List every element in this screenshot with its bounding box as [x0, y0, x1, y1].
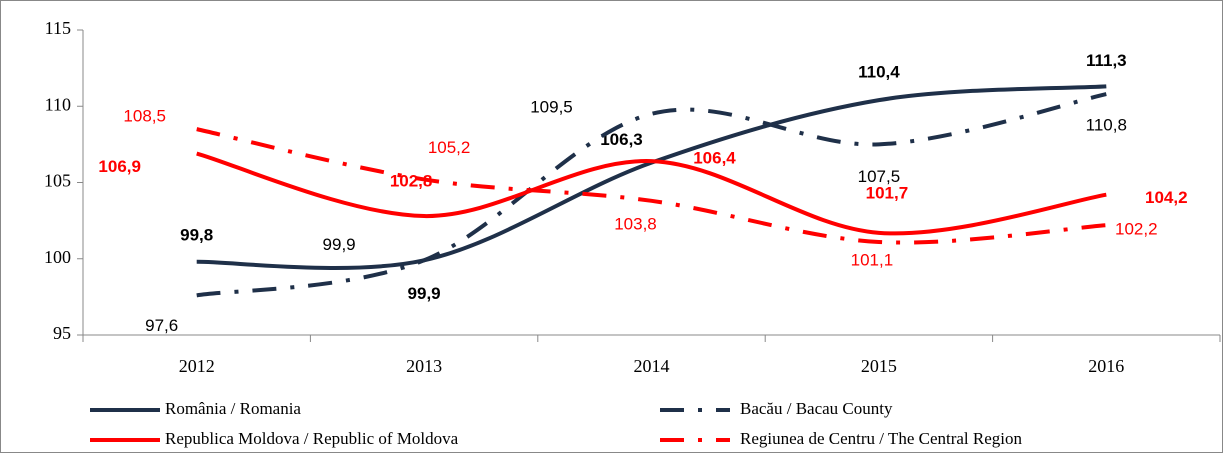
y-tick-label: 100: [44, 247, 71, 267]
data-label: 99,8: [180, 225, 213, 244]
data-label: 105,2: [428, 138, 471, 157]
series-line: [196, 151, 1107, 236]
y-tick-label: 110: [45, 94, 71, 114]
data-label: 101,1: [851, 250, 894, 269]
data-label: 109,5: [530, 97, 573, 116]
data-label: 110,4: [858, 63, 900, 82]
data-label: 99,9: [323, 235, 356, 254]
legend-label: Regiunea de Centru / The Central Region: [740, 429, 1023, 448]
data-label: 103,8: [614, 214, 657, 233]
legend-label: România / Romania: [165, 399, 301, 418]
legend-label: Bacău / Bacau County: [740, 399, 893, 418]
series-line: [196, 127, 1107, 245]
x-tick-label: 2016: [1088, 356, 1124, 376]
y-tick-label: 105: [44, 171, 71, 191]
data-label: 106,4: [693, 149, 736, 168]
series-line: [196, 92, 1107, 298]
x-tick-label: 2014: [634, 356, 670, 376]
x-tick-label: 2012: [179, 356, 215, 376]
data-label: 106,9: [98, 157, 141, 176]
y-tick-label: 115: [45, 18, 71, 38]
data-label: 104,2: [1145, 188, 1188, 207]
data-label: 99,9: [408, 284, 441, 303]
data-label: 111,3: [1086, 51, 1127, 70]
data-label: 101,7: [866, 183, 909, 202]
data-label: 106,3: [600, 130, 643, 149]
legend-label: Republica Moldova / Republic of Moldova: [165, 429, 459, 448]
y-tick-label: 95: [53, 323, 71, 343]
data-label: 102,2: [1115, 220, 1158, 239]
data-label: 107,5: [858, 167, 901, 186]
x-tick-label: 2015: [861, 356, 897, 376]
data-label: 108,5: [123, 107, 166, 126]
data-label: 97,6: [145, 316, 178, 335]
data-label: 110,8: [1086, 116, 1127, 135]
x-tick-label: 2013: [406, 356, 442, 376]
